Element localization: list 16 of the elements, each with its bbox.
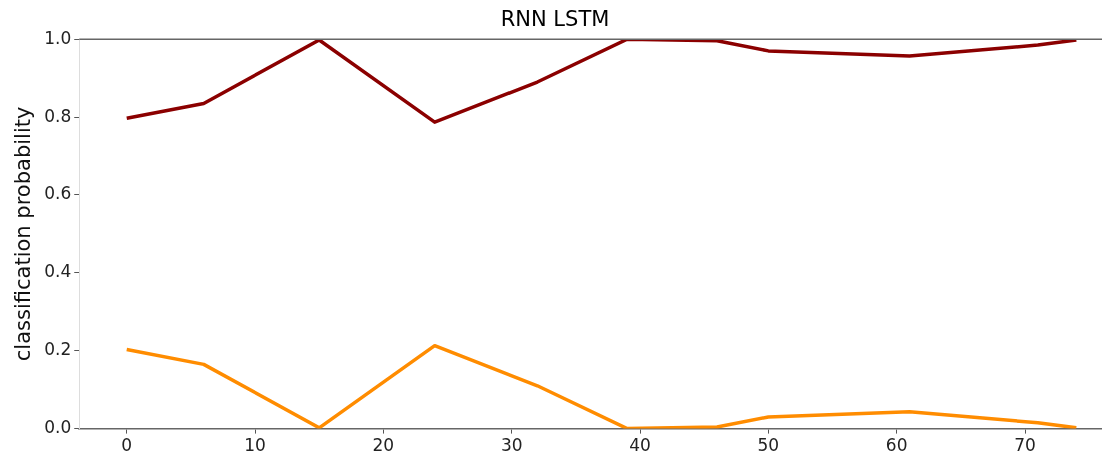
chart-title: RNN LSTM <box>500 7 610 32</box>
y-tick-label: 0.6 <box>44 183 72 204</box>
x-tick-label: 60 <box>885 435 908 456</box>
y-tick-label: 0.2 <box>44 339 72 360</box>
y-tick-label: 0.8 <box>44 105 72 126</box>
y-tick-label: 0.0 <box>44 417 72 438</box>
x-tick-label: 30 <box>500 435 523 456</box>
x-tick-label: 20 <box>372 435 395 456</box>
x-tick-label: 10 <box>244 435 266 456</box>
x-tick-label: 0 <box>121 435 133 456</box>
x-tick-label: 40 <box>629 435 651 456</box>
y-axis-title: classification probability <box>11 106 36 362</box>
y-tick-label: 0.4 <box>44 261 72 282</box>
x-tick-label: 50 <box>757 435 780 456</box>
x-tick-label: 70 <box>1014 435 1036 456</box>
y-tick-label: 1.0 <box>44 27 72 48</box>
